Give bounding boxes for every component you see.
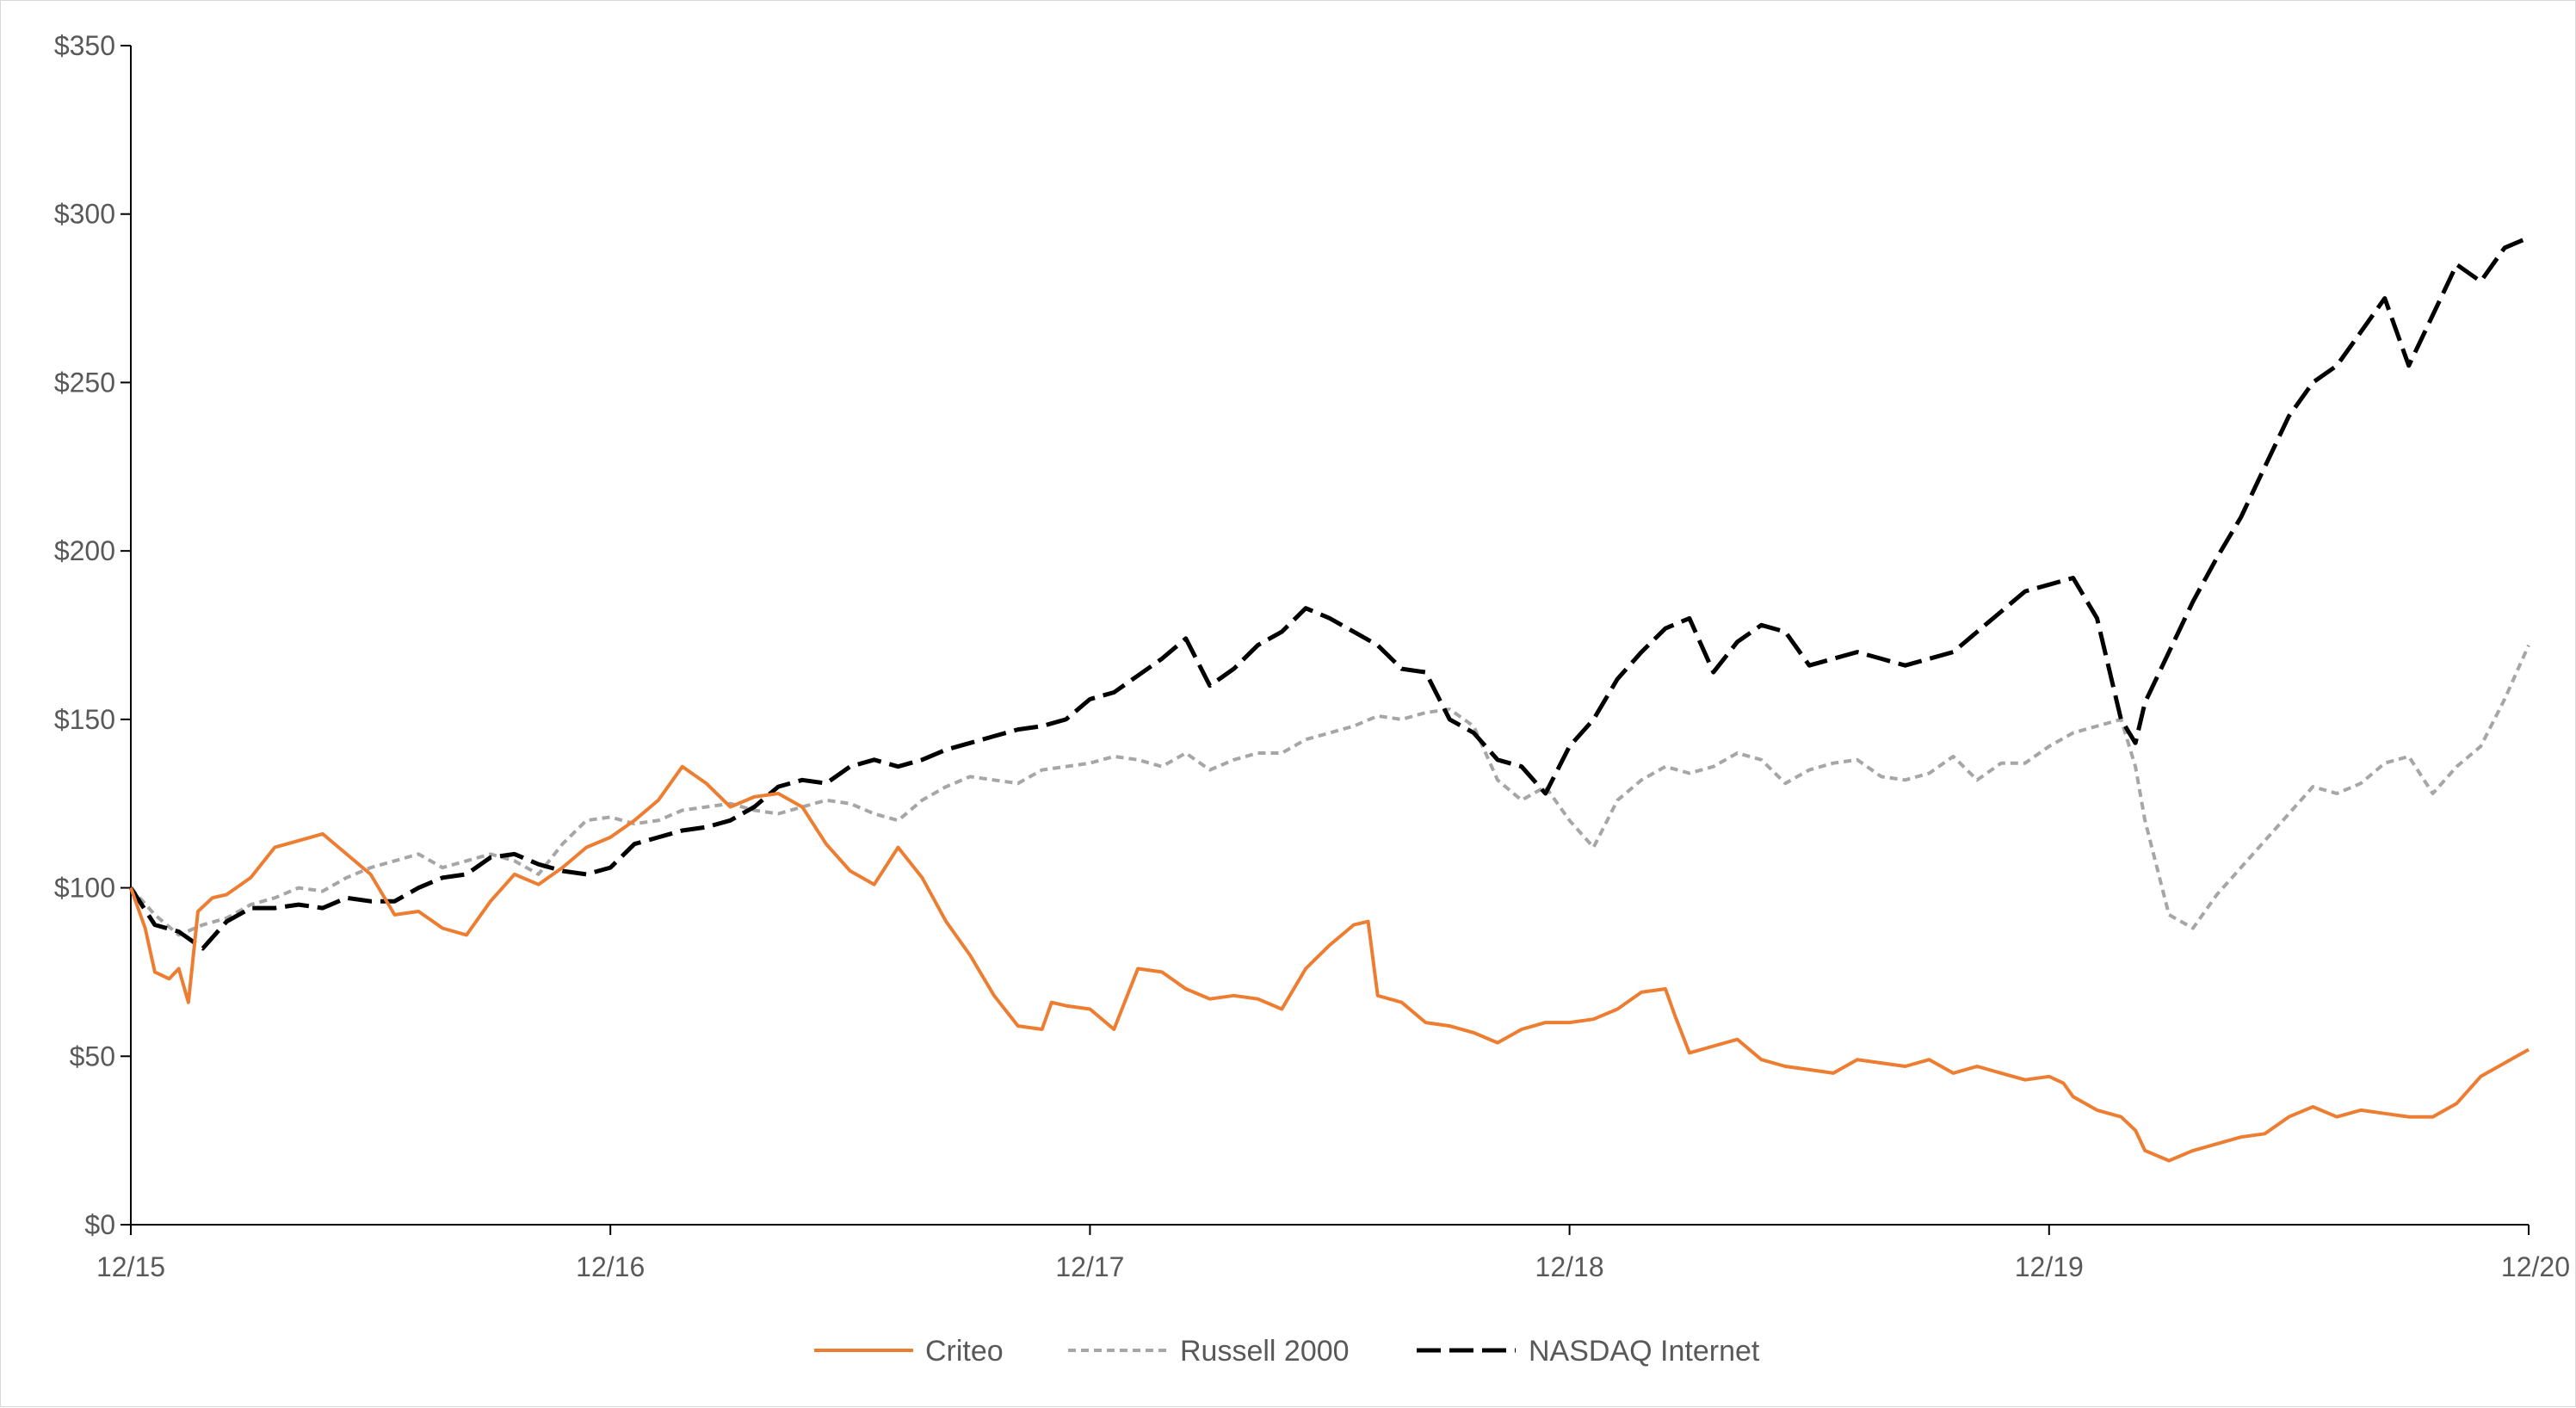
legend: Criteo Russell 2000 NASDAQ Internet (814, 1335, 1760, 1368)
y-ticks: $0 $50 $100 $150 $200 $250 $300 $350 (54, 30, 131, 1240)
x-tick-label: 12/15 (96, 1251, 165, 1282)
legend-label: Russell 2000 (1180, 1335, 1350, 1368)
x-tick-label: 12/19 (2015, 1251, 2084, 1282)
x-tick-label: 12/18 (1535, 1251, 1604, 1282)
y-tick-label: $50 (70, 1041, 115, 1071)
series-lines (128, 235, 2530, 1163)
legend-label: Criteo (925, 1335, 1004, 1368)
y-tick-label: $150 (54, 704, 115, 735)
series-line-criteo (129, 764, 2530, 1163)
y-tick-label: $200 (54, 535, 115, 566)
x-ticks: 12/15 12/16 12/17 12/18 12/19 12/20 (96, 1225, 2570, 1282)
x-tick-label: 12/20 (2501, 1251, 2570, 1282)
y-tick-label: $0 (84, 1209, 115, 1240)
series-line-russell-2000 (129, 644, 2530, 937)
x-tick-label: 12/17 (1055, 1251, 1124, 1282)
axes (130, 46, 2529, 1226)
y-tick-label: $250 (54, 367, 115, 398)
y-tick-label: $100 (54, 873, 115, 904)
y-tick-label: $300 (54, 199, 115, 230)
y-tick-label: $350 (54, 30, 115, 61)
legend-label: NASDAQ Internet (1529, 1335, 1760, 1368)
x-tick-label: 12/16 (576, 1251, 645, 1282)
series-line-nasdaq-internet (128, 235, 2530, 951)
